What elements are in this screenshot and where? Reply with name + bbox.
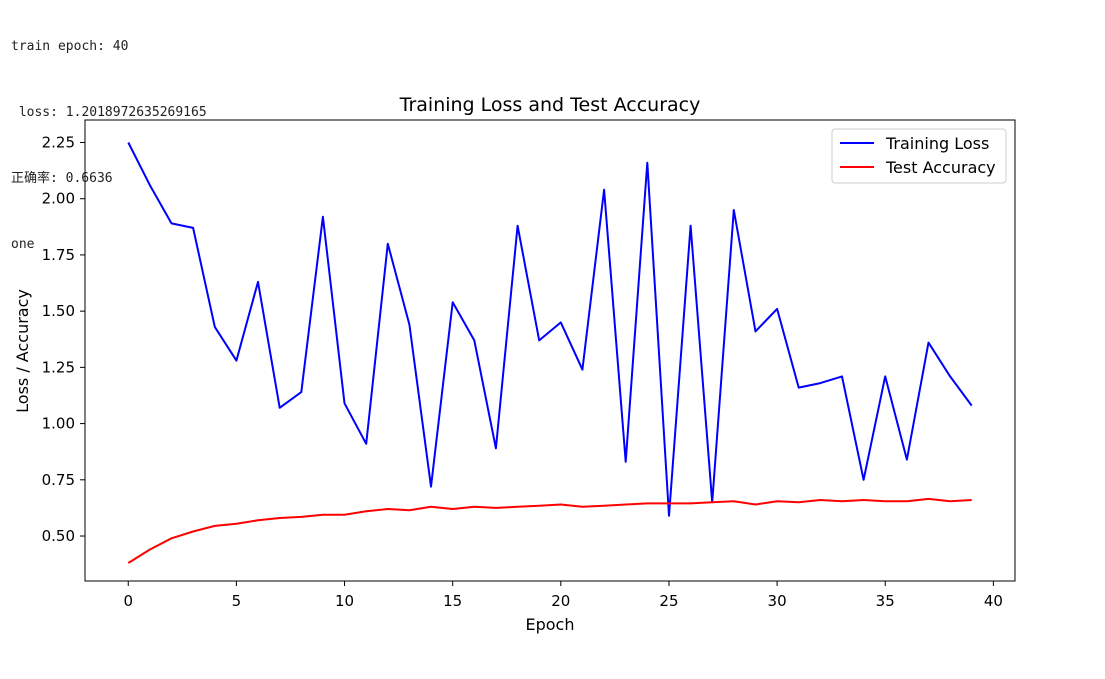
x-tick-label: 30 [768, 592, 787, 610]
x-tick-label: 40 [984, 592, 1003, 610]
console-line-one: one [11, 237, 35, 252]
y-tick-label: 2.00 [42, 190, 75, 208]
x-tick-label: 10 [335, 592, 354, 610]
x-tick-label: 15 [443, 592, 462, 610]
chart-title: Training Loss and Test Accuracy [399, 94, 701, 116]
console-line-epoch: train epoch: 40 [11, 39, 129, 54]
console-line-accuracy: 正确率: 0.6636 [11, 171, 113, 186]
x-axis-label: Epoch [526, 615, 575, 634]
y-axis-label: Loss / Accuracy [13, 289, 32, 413]
y-tick-label: 1.25 [42, 358, 75, 376]
x-tick-label: 0 [123, 592, 133, 610]
y-tick-label: 0.50 [42, 527, 75, 545]
legend-box [831, 128, 1007, 184]
console-line-loss: loss: 1.2018972635269165 [11, 105, 207, 120]
x-tick-label: 25 [659, 592, 678, 610]
y-tick-label: 0.75 [42, 471, 75, 489]
y-tick-label: 1.75 [42, 246, 75, 264]
x-tick-label: 20 [551, 592, 570, 610]
x-tick-label: 35 [876, 592, 895, 610]
y-axis-ticks: 0.50 0.75 1.00 1.25 1.50 1.75 2.00 2.25 [42, 133, 85, 545]
console-output: train epoch: 40 loss: 1.2018972635269165… [11, 0, 207, 278]
plot-area-frame [84, 119, 1016, 582]
y-tick-label: 2.25 [42, 133, 75, 151]
x-axis-ticks: 0 5 10 15 20 25 30 35 40 [123, 581, 1003, 610]
legend-label-training-loss: Training Loss [885, 134, 989, 153]
y-tick-label: 1.00 [42, 415, 75, 433]
series-layer [127, 142, 973, 564]
legend-label-test-accuracy: Test Accuracy [885, 158, 996, 177]
series-line-training-loss [127, 142, 973, 517]
series-line-test-accuracy [127, 497, 972, 564]
legend: Training Loss Test Accuracy [831, 128, 1007, 184]
x-tick-label: 5 [232, 592, 242, 610]
y-tick-label: 1.50 [42, 302, 75, 320]
